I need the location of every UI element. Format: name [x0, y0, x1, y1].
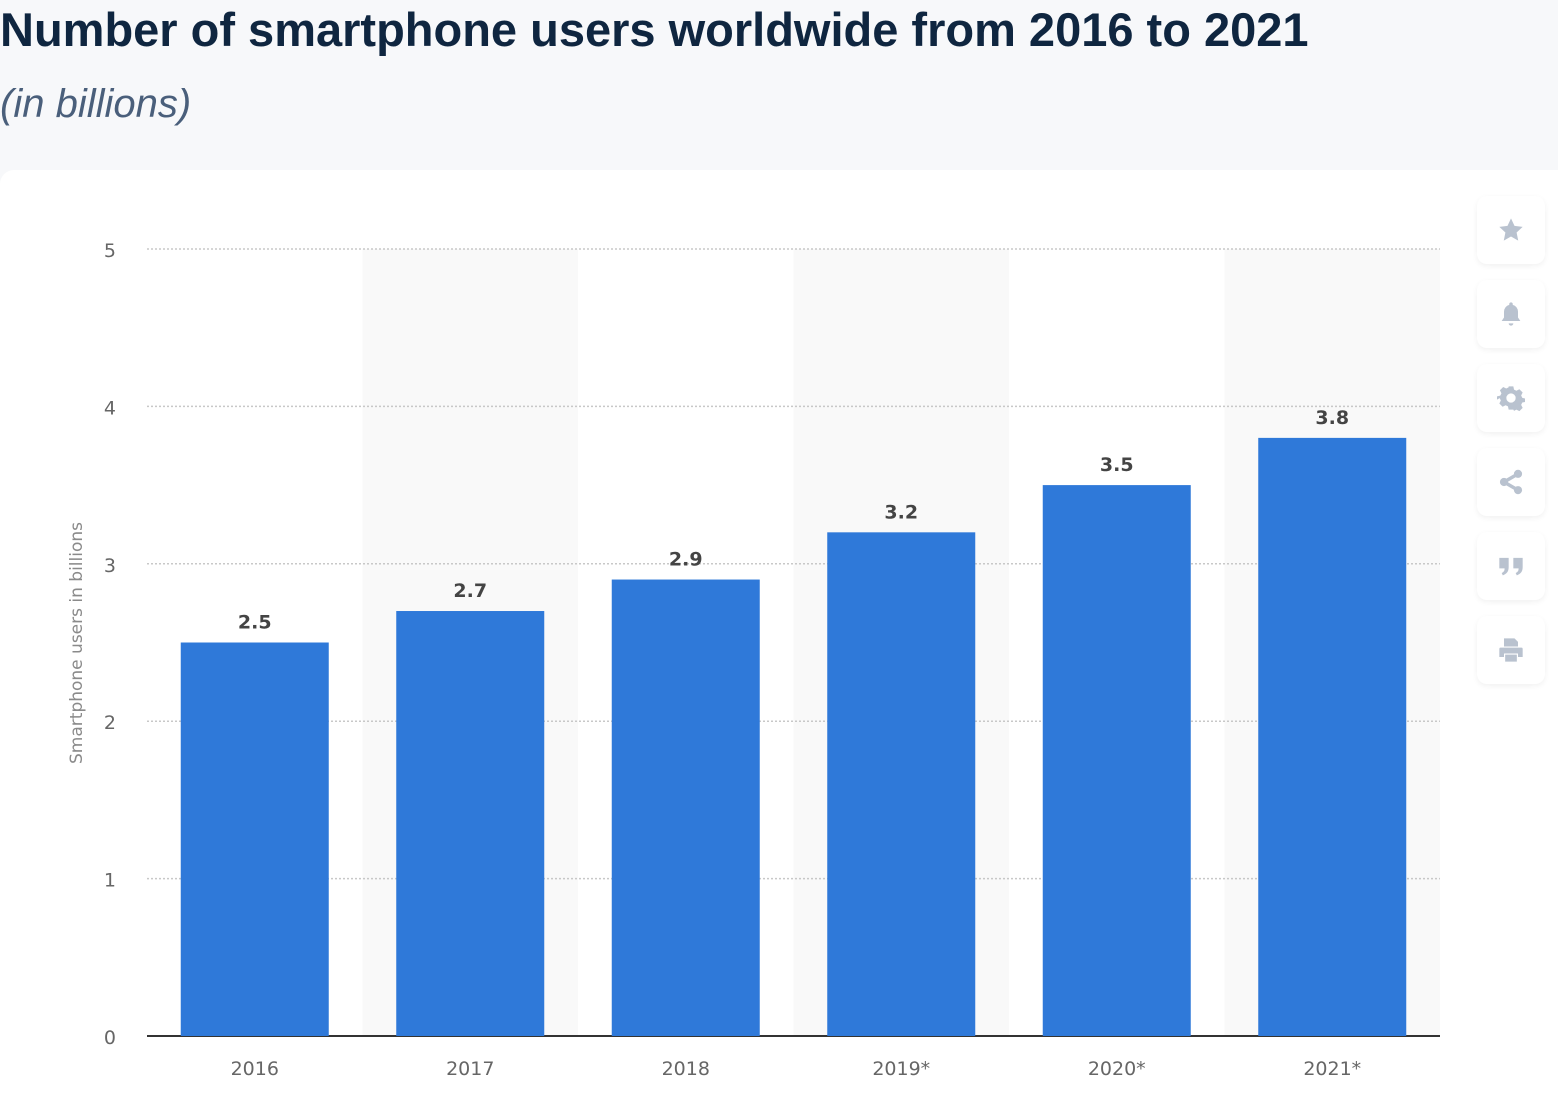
- data-label: 3.2: [884, 501, 918, 523]
- y-tick-label: 2: [104, 712, 116, 734]
- toolbar: [1477, 196, 1545, 700]
- page-subtitle: (in billions): [0, 82, 192, 126]
- x-tick-label: 2017: [446, 1058, 494, 1080]
- bar[interactable]: [396, 611, 545, 1036]
- y-tick-label: 4: [104, 397, 116, 419]
- bar[interactable]: [180, 642, 329, 1037]
- data-label: 3.5: [1100, 454, 1134, 476]
- print-icon: [1499, 638, 1523, 662]
- x-tick-label: 2019*: [872, 1058, 930, 1080]
- y-tick-label: 3: [104, 555, 116, 577]
- quote-icon: [1499, 557, 1523, 576]
- settings-button[interactable]: [1477, 364, 1545, 432]
- y-tick-label: 1: [104, 870, 116, 892]
- page-title: Number of smartphone users worldwide fro…: [0, 3, 1309, 56]
- y-tick-label: 5: [104, 240, 116, 262]
- data-label: 3.8: [1315, 407, 1349, 429]
- gear-icon: [1497, 386, 1525, 412]
- x-tick-label: 2020*: [1088, 1058, 1146, 1080]
- favorite-button[interactable]: [1477, 196, 1545, 264]
- bar[interactable]: [1042, 485, 1191, 1037]
- bar[interactable]: [827, 532, 976, 1036]
- notification-button[interactable]: [1477, 280, 1545, 348]
- bar[interactable]: [611, 579, 760, 1036]
- y-axis-label: Smartphone users in billions: [67, 522, 87, 764]
- data-label: 2.9: [669, 549, 703, 571]
- star-icon: [1499, 218, 1523, 241]
- x-tick-label: 2018: [662, 1058, 710, 1080]
- bar[interactable]: [1258, 437, 1407, 1036]
- print-button[interactable]: [1477, 616, 1545, 684]
- y-tick-label: 0: [104, 1027, 116, 1049]
- share-button[interactable]: [1477, 448, 1545, 516]
- cite-button[interactable]: [1477, 532, 1545, 600]
- bell-icon: [1501, 302, 1521, 326]
- data-label: 2.5: [238, 612, 272, 634]
- share-icon: [1499, 469, 1523, 495]
- x-tick-label: 2021*: [1303, 1058, 1361, 1080]
- data-label: 2.7: [453, 580, 487, 602]
- x-tick-label: 2016: [231, 1058, 279, 1080]
